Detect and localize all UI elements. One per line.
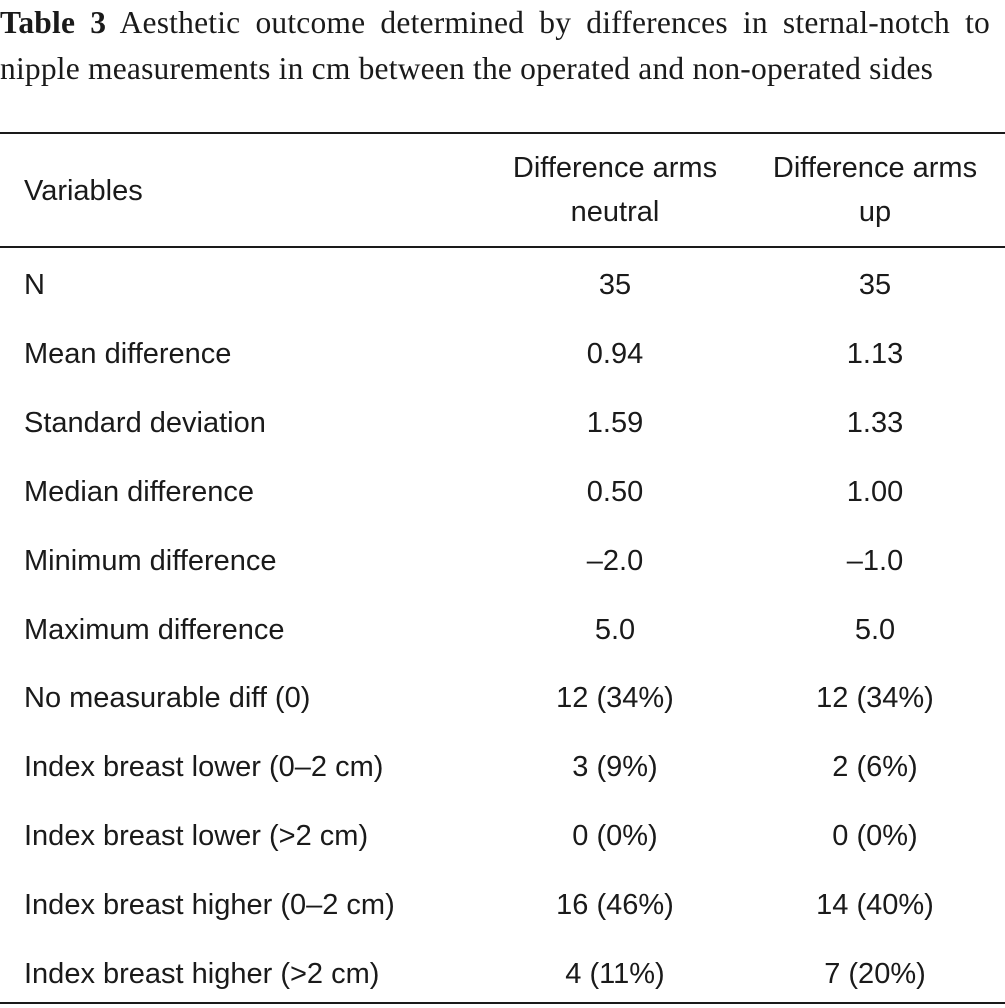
variable-cell: Index breast lower (>2 cm) [24, 820, 369, 853]
table-row: Mean difference 0.94 1.13 [0, 320, 1005, 388]
variable-cell: Index breast lower (0–2 cm) [24, 751, 384, 784]
arms-up-cell: 1.00 [846, 475, 904, 508]
table-row: Index breast lower (0–2 cm) 3 (9%) 2 (6%) [0, 733, 1005, 801]
variable-cell: Index breast higher (>2 cm) [24, 958, 380, 990]
header-neutral-line-1: Difference arms [512, 152, 718, 184]
table-row: No measurable diff (0) 12 (34%) 12 (34%) [0, 664, 1005, 732]
arms-up-cell: 5.0 [854, 613, 896, 646]
arms-neutral-cell: 4 (11%) [565, 958, 665, 990]
arms-up-cell: 12 (34%) [816, 682, 934, 715]
table-row: Index breast lower (>2 cm) 0 (0%) 0 (0%) [0, 802, 1005, 870]
arms-neutral-cell: 5.0 [594, 613, 636, 646]
variable-cell: Maximum difference [24, 613, 285, 646]
arms-up-cell: 1.13 [846, 337, 904, 370]
arms-neutral-cell: –2.0 [586, 544, 644, 577]
arms-up-cell: 7 (20%) [824, 958, 926, 990]
table-caption-text: Aesthetic outcome determined by differen… [0, 5, 990, 86]
variable-cell: Standard deviation [24, 406, 266, 439]
arms-neutral-cell: 3 (9%) [572, 751, 658, 784]
arms-up-cell: –1.0 [846, 544, 904, 577]
table-row: Index breast higher (>2 cm) 4 (11%) 7 (20%… [0, 940, 1005, 1008]
header-up-line-2: up [858, 196, 892, 228]
arms-up-cell: 1.33 [846, 406, 904, 439]
variable-cell: Index breast higher (0–2 cm) [24, 889, 395, 922]
header-difference-arms-neutral: Difference arms neutral [490, 146, 740, 234]
bottom-rule [0, 1002, 1005, 1004]
header-rule [0, 246, 1005, 248]
table-row: Maximum difference 5.0 5.0 [0, 596, 1005, 664]
variable-cell: No measurable diff (0) [24, 682, 311, 715]
table-caption: Table 3 Aesthetic outcome determined by … [0, 0, 990, 91]
arms-neutral-cell: 0 (0%) [572, 820, 658, 853]
table-row: N 35 35 [0, 251, 1005, 319]
arms-up-cell: 14 (40%) [816, 889, 934, 922]
arms-neutral-cell: 12 (34%) [556, 682, 674, 715]
header-variables: Variables [24, 175, 143, 207]
variable-cell: Median difference [24, 475, 255, 508]
table-row: Median difference 0.50 1.00 [0, 458, 1005, 526]
arms-neutral-cell: 16 (46%) [556, 889, 674, 922]
arms-up-cell: 0 (0%) [832, 820, 918, 853]
header-difference-arms-up: Difference arms up [750, 146, 1000, 234]
header-neutral-line-2: neutral [570, 196, 660, 228]
arms-up-cell: 2 (6%) [832, 751, 918, 784]
table-row: Index breast higher (0–2 cm) 16 (46%) 14 (… [0, 871, 1005, 939]
arms-neutral-cell: 0.94 [586, 337, 644, 370]
header-up-line-1: Difference arms [772, 152, 978, 184]
variable-cell: Mean difference [24, 337, 232, 370]
variable-cell: Minimum difference [24, 544, 277, 577]
top-rule [0, 132, 1005, 134]
arms-up-cell: 35 [858, 269, 892, 301]
table-row: Standard deviation 1.59 1.33 [0, 389, 1005, 457]
table-label: Table 3 [0, 5, 107, 40]
arms-neutral-cell: 35 [598, 269, 632, 301]
arms-neutral-cell: 1.59 [586, 406, 644, 439]
variable-cell: N [24, 269, 45, 301]
table-row: Minimum difference –2.0 –1.0 [0, 527, 1005, 595]
arms-neutral-cell: 0.50 [586, 475, 644, 508]
